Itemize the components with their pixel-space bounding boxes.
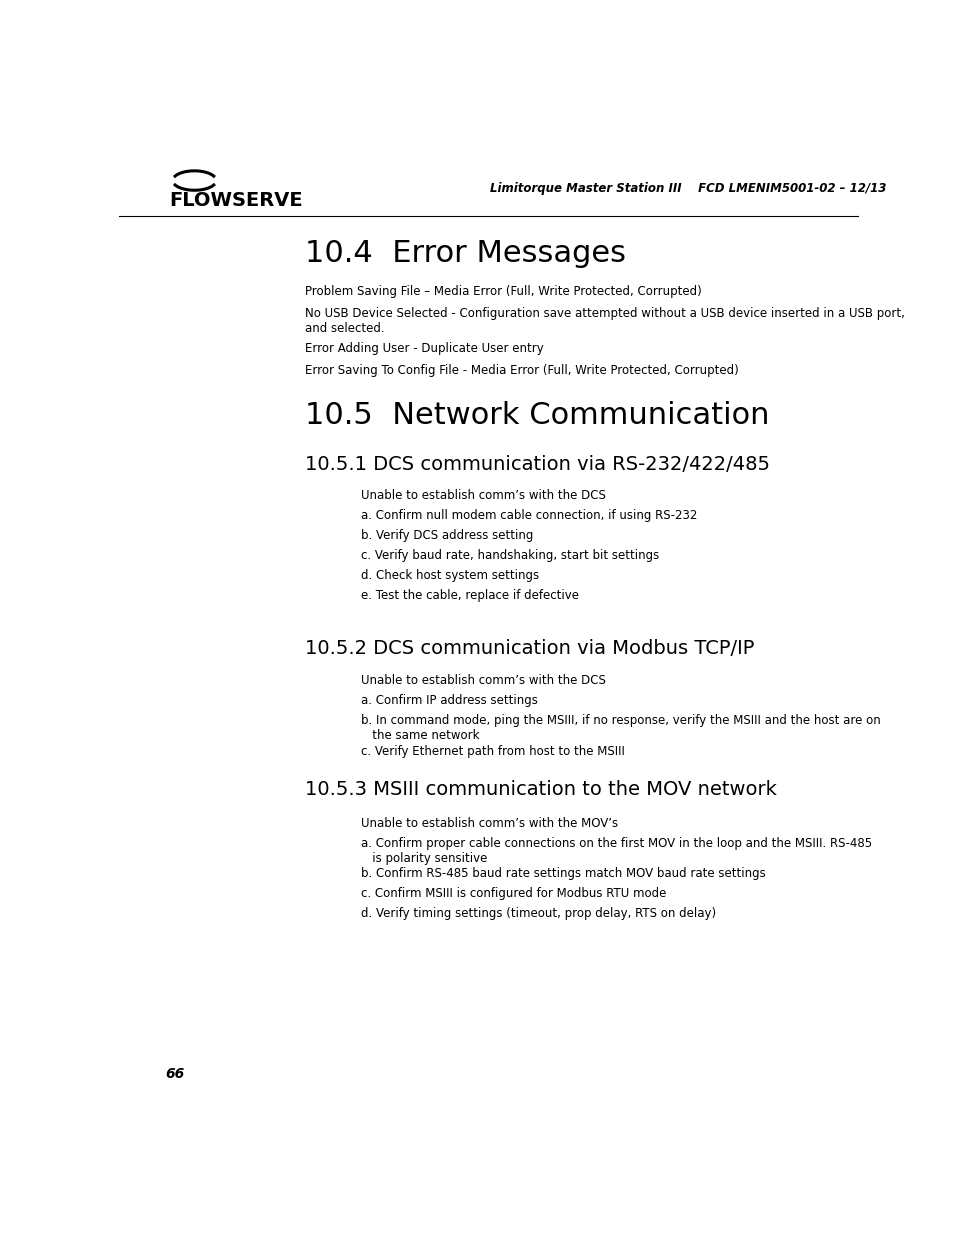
Text: Unable to establish comm’s with the MOV’s: Unable to establish comm’s with the MOV’… [360, 816, 618, 830]
Text: Unable to establish comm’s with the DCS: Unable to establish comm’s with the DCS [360, 489, 605, 503]
Text: b. Confirm RS-485 baud rate settings match MOV baud rate settings: b. Confirm RS-485 baud rate settings mat… [360, 867, 765, 881]
Text: a. Confirm proper cable connections on the first MOV in the loop and the MSIII. : a. Confirm proper cable connections on t… [360, 836, 871, 864]
Text: e. Test the cable, replace if defective: e. Test the cable, replace if defective [360, 589, 578, 603]
Text: d. Check host system settings: d. Check host system settings [360, 569, 538, 583]
Text: d. Verify timing settings (timeout, prop delay, RTS on delay): d. Verify timing settings (timeout, prop… [360, 908, 716, 920]
Text: Unable to establish comm’s with the DCS: Unable to establish comm’s with the DCS [360, 674, 605, 687]
Text: Problem Saving File – Media Error (Full, Write Protected, Corrupted): Problem Saving File – Media Error (Full,… [305, 285, 701, 299]
Text: 10.5.3 MSIII communication to the MOV network: 10.5.3 MSIII communication to the MOV ne… [305, 779, 777, 799]
Text: c. Verify Ethernet path from host to the MSIII: c. Verify Ethernet path from host to the… [360, 745, 624, 758]
Text: 10.5.2 DCS communication via Modbus TCP/IP: 10.5.2 DCS communication via Modbus TCP/… [305, 640, 754, 658]
Text: c. Confirm MSIII is configured for Modbus RTU mode: c. Confirm MSIII is configured for Modbu… [360, 888, 666, 900]
Text: 10.5  Network Communication: 10.5 Network Communication [305, 401, 769, 430]
Text: Error Saving To Config File - Media Error (Full, Write Protected, Corrupted): Error Saving To Config File - Media Erro… [305, 364, 739, 377]
Text: a. Confirm IP address settings: a. Confirm IP address settings [360, 694, 537, 708]
Text: 10.5.1 DCS communication via RS-232/422/485: 10.5.1 DCS communication via RS-232/422/… [305, 454, 769, 474]
Text: 66: 66 [166, 1067, 185, 1081]
Text: No USB Device Selected - Configuration save attempted without a USB device inser: No USB Device Selected - Configuration s… [305, 306, 904, 335]
Text: FLOWSERVE: FLOWSERVE [169, 190, 302, 210]
Text: Error Adding User - Duplicate User entry: Error Adding User - Duplicate User entry [305, 342, 543, 356]
Text: Limitorque Master Station III    FCD LMENIM5001-02 – 12/13: Limitorque Master Station III FCD LMENIM… [489, 182, 885, 195]
Text: a. Confirm null modem cable connection, if using RS-232: a. Confirm null modem cable connection, … [360, 509, 697, 522]
Text: b. Verify DCS address setting: b. Verify DCS address setting [360, 530, 533, 542]
Text: 10.4  Error Messages: 10.4 Error Messages [305, 240, 625, 268]
Text: b. In command mode, ping the MSIII, if no response, verify the MSIII and the hos: b. In command mode, ping the MSIII, if n… [360, 714, 880, 742]
Text: c. Verify baud rate, handshaking, start bit settings: c. Verify baud rate, handshaking, start … [360, 550, 659, 562]
